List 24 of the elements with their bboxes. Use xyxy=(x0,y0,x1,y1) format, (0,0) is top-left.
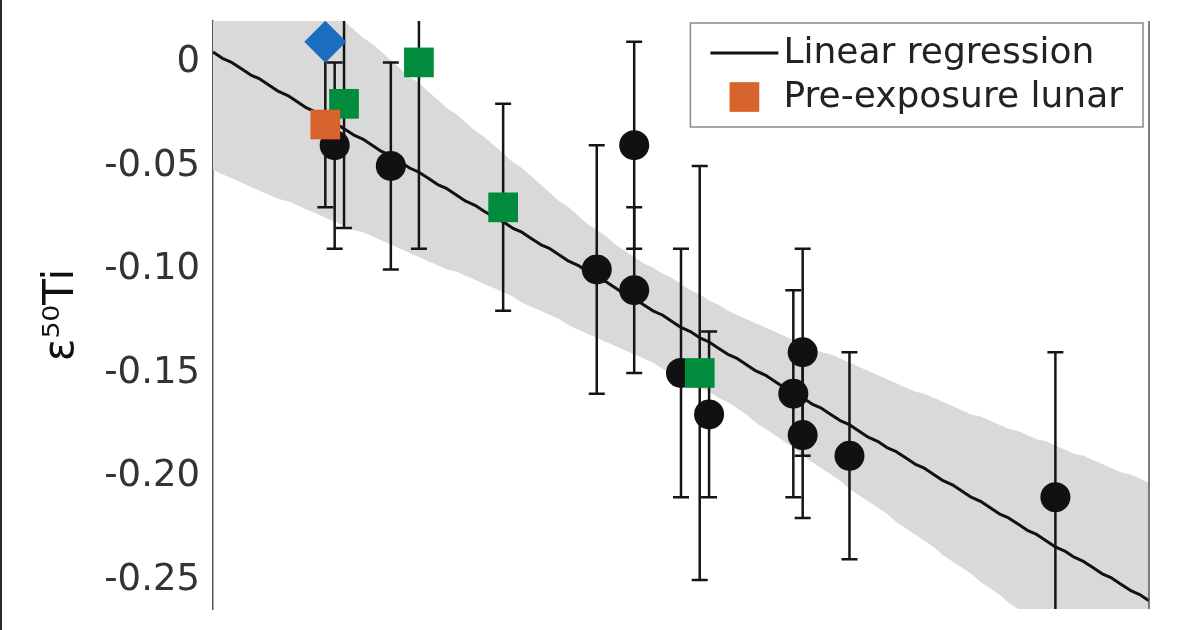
point xyxy=(619,275,650,306)
point xyxy=(310,109,341,140)
y-tick-label: -0.25 xyxy=(104,555,200,599)
point xyxy=(778,378,809,409)
point xyxy=(404,47,434,78)
y-tick-label: -0.05 xyxy=(104,141,200,185)
point xyxy=(375,150,406,181)
point xyxy=(834,440,865,471)
y-tick-label: -0.15 xyxy=(104,348,200,392)
legend-label: Linear regression xyxy=(783,30,1095,72)
point xyxy=(694,399,725,430)
y-axis-title: ε⁵⁰Ti xyxy=(34,268,84,362)
legend-label: Pre-exposure lunar xyxy=(783,74,1124,116)
point xyxy=(787,420,818,451)
y-tick-label: 0 xyxy=(176,38,200,82)
y-tick-label: -0.10 xyxy=(104,245,200,289)
point xyxy=(787,337,818,368)
point xyxy=(581,254,612,285)
y-tick-label: -0.20 xyxy=(104,452,200,496)
point xyxy=(684,358,715,388)
point xyxy=(488,192,519,223)
point xyxy=(304,21,347,63)
point xyxy=(619,130,650,161)
point xyxy=(1040,482,1071,513)
